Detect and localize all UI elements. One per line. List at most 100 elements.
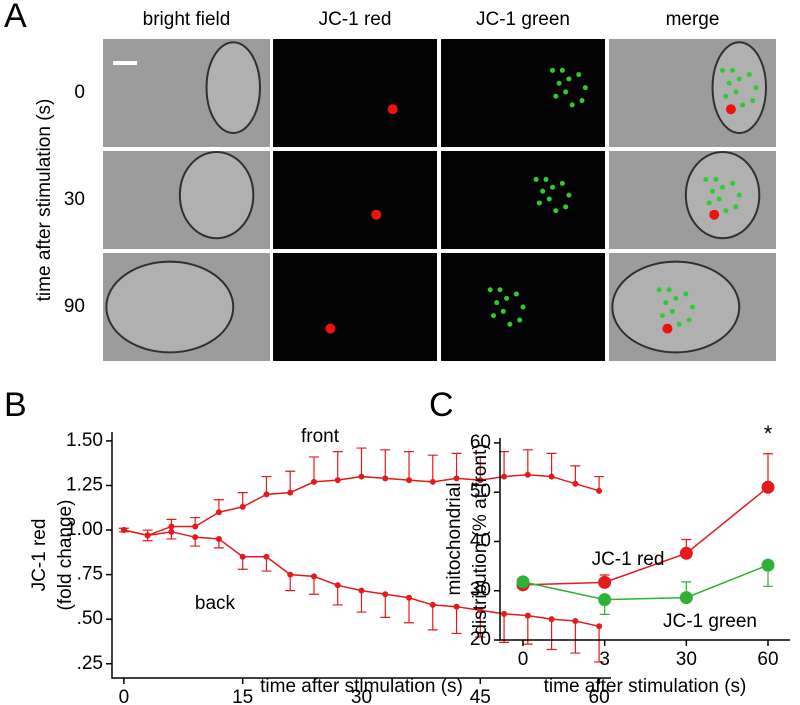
green-spot: [546, 196, 552, 202]
point: [358, 587, 365, 594]
error-bar: [380, 594, 391, 618]
series-label: JC-1 green: [663, 611, 757, 632]
green-spot: [723, 208, 729, 214]
y-tick-label: .50: [77, 608, 103, 629]
green-spot: [497, 287, 503, 293]
point: [548, 616, 555, 623]
point: [358, 473, 365, 480]
x-tick-label: 30: [351, 687, 372, 705]
green-spot: [582, 85, 588, 91]
error-bar: [285, 470, 296, 493]
y-tick-label: 1.00: [66, 519, 103, 540]
green-spot: [550, 184, 556, 190]
green-spot: [736, 192, 742, 198]
point: [287, 489, 294, 496]
green-spot: [740, 102, 746, 108]
red-spot: [371, 209, 382, 220]
point: [192, 523, 199, 530]
row-label: 0: [74, 82, 85, 103]
green-spot: [663, 300, 669, 306]
green-spot: [676, 321, 682, 327]
point: [429, 478, 436, 485]
green-spot: [533, 176, 539, 182]
green-spot: [666, 287, 672, 293]
error-bar: [380, 449, 391, 479]
green-spot: [513, 291, 519, 297]
point: [215, 535, 222, 542]
x-tick-label: 3: [599, 649, 610, 670]
green-spot: [673, 295, 679, 301]
series-label: back: [195, 593, 236, 614]
row-label: 90: [64, 296, 85, 317]
green-spot: [559, 67, 565, 73]
panel-label: B: [4, 386, 27, 424]
error-bar: [356, 590, 367, 613]
x-tick-label: 15: [232, 687, 253, 705]
row-label: 30: [64, 189, 85, 210]
point: [501, 473, 508, 480]
micrograph: [273, 39, 437, 147]
error-bar: [404, 451, 415, 481]
point: [382, 591, 389, 598]
x-tick-label: 45: [470, 687, 491, 705]
green-spot: [726, 80, 732, 86]
red-spot: [725, 104, 736, 115]
error-bar: [499, 613, 510, 643]
point: [192, 534, 199, 541]
error-bar: [356, 447, 367, 477]
green-spot: [723, 93, 729, 99]
point: [429, 601, 436, 608]
green-spot: [494, 300, 500, 306]
point: [679, 546, 693, 560]
green-spot: [736, 76, 742, 82]
point: [524, 612, 531, 619]
cell: [205, 41, 261, 134]
green-spot: [683, 291, 689, 297]
green-spot: [706, 200, 712, 206]
x-tick-label: 60: [589, 687, 610, 705]
point: [168, 528, 175, 535]
green-spot: [576, 72, 582, 78]
annotation: *: [764, 421, 773, 446]
error-bar: [332, 451, 343, 481]
micrograph: [273, 253, 437, 361]
point: [501, 610, 508, 617]
point: [548, 473, 555, 480]
green-spot: [543, 176, 549, 182]
point: [572, 617, 579, 624]
point: [761, 558, 775, 572]
green-spot: [733, 204, 739, 210]
y-tick-label: 1.25: [66, 474, 103, 495]
point: [310, 573, 317, 580]
green-spot: [720, 67, 726, 73]
point: [263, 553, 270, 560]
panel-label: A: [4, 0, 27, 35]
x-tick-label: 0: [518, 649, 529, 670]
y-axis-label: mitochondrial: [444, 483, 465, 596]
point: [144, 532, 151, 539]
green-spot: [559, 180, 565, 186]
green-spot: [690, 304, 695, 310]
cell: [611, 260, 741, 354]
green-spot: [730, 180, 736, 186]
point: [516, 575, 530, 589]
y-tick-label: 60: [470, 432, 491, 453]
column-header: JC-1 green: [476, 9, 570, 30]
panel-label: C: [429, 386, 454, 424]
green-spot: [563, 204, 569, 210]
green-spot: [507, 321, 513, 327]
y-axis-label: distribution (% at front): [470, 443, 491, 634]
y-axis-label: JC-1 red: [29, 519, 50, 592]
green-spot: [556, 80, 562, 86]
x-tick-label: 0: [119, 687, 130, 705]
error-bar: [427, 604, 438, 631]
series-line: [522, 486, 769, 586]
cell: [684, 150, 761, 240]
green-spot: [710, 188, 716, 194]
point: [596, 623, 603, 630]
point: [287, 571, 294, 578]
axes: [111, 432, 611, 679]
point: [263, 491, 270, 498]
green-spot: [563, 89, 569, 95]
x-tick-label: 60: [757, 649, 778, 670]
